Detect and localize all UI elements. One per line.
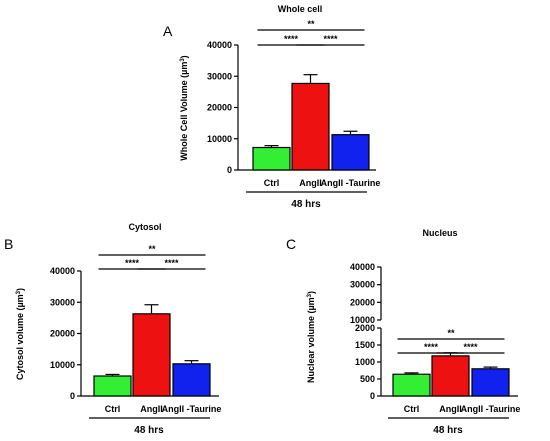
panel-b: B Cytosol Cytosol volume (µm3) 0 10000 200… — [4, 222, 221, 436]
y-axis-label-a-exp: 3 — [180, 58, 186, 62]
panel-a: A Whole cell Whole Cell Volume (µm3) 0 10… — [163, 4, 380, 210]
significance-c: **** ****** — [397, 328, 505, 354]
panel-letter-c: C — [286, 236, 296, 252]
y-tick-label: 20000 — [350, 297, 375, 307]
significance-a: **** ****** — [257, 19, 365, 46]
bar-ctrl — [93, 375, 132, 397]
bar-angii-taurine — [471, 368, 510, 397]
x-tick-label: AngII — [299, 178, 322, 188]
y-tick-label: 0 — [370, 391, 375, 401]
bar-ctrl — [252, 146, 291, 171]
bars-a — [252, 82, 370, 171]
x-tick-label: AngII -Taurine — [162, 404, 222, 414]
y-tick-label: 40000 — [50, 266, 75, 276]
y-axis-label-b-exp: 3 — [16, 290, 22, 294]
y-axis-label-b-close: ) — [15, 288, 25, 291]
y-tick-label: 0 — [227, 165, 232, 175]
bar-angii — [431, 355, 470, 397]
x-tick-label: AngII — [439, 404, 462, 414]
y-axis-label-b: Cytosol volume (µm3) — [15, 288, 25, 380]
error-bars-a — [264, 74, 358, 148]
y-tick-label: 30000 — [207, 71, 232, 81]
y-tick-label: 40000 — [207, 40, 232, 50]
significance-label: ** — [148, 244, 156, 254]
bar-angii — [132, 313, 171, 397]
y-axis-label-c-text: Nuclear volume (µm — [306, 297, 316, 383]
panel-letter-b: B — [4, 236, 13, 252]
chart-title-c: Nucleus — [422, 228, 457, 238]
y-tick-label: 0 — [70, 391, 75, 401]
significance-b: **** ****** — [98, 244, 206, 270]
significance-label: ** — [307, 19, 315, 29]
y-axis-label-c-exp: 3 — [307, 293, 313, 297]
y-tick-label: 40000 — [350, 262, 375, 272]
y-tick-label: 2000 — [355, 323, 375, 333]
significance-label: **** — [463, 342, 478, 352]
y-tick-label: 10000 — [50, 360, 75, 370]
y-tick-label: 1000 — [355, 357, 375, 367]
y-tick-label: 30000 — [350, 280, 375, 290]
y-ticks-a: 0 10000 20000 30000 40000 — [207, 40, 238, 175]
chart-title-a: Whole cell — [278, 4, 323, 14]
y-axis-label-a: Whole Cell Volume (µm3) — [179, 55, 189, 160]
y-tick-label: 500 — [360, 374, 375, 384]
x-tick-label: Ctrl — [404, 404, 420, 414]
y-ticks-b: 0 10000 20000 30000 40000 — [50, 266, 81, 401]
x-tick-label: AngII -Taurine — [461, 404, 521, 414]
bar-ctrl — [392, 373, 431, 397]
y-tick-label: 20000 — [207, 103, 232, 113]
group-label-a: 48 hrs — [291, 199, 321, 210]
y-axis-label-b-text: Cytosol volume (µm — [15, 294, 25, 380]
significance-label: **** — [125, 258, 140, 268]
y-tick-label: 10000 — [350, 315, 375, 325]
significance-label: **** — [164, 258, 179, 268]
bars-c — [392, 355, 510, 397]
bars-b — [93, 313, 211, 397]
y-tick-label: 1500 — [355, 340, 375, 350]
x-tick-label: AngII — [140, 404, 163, 414]
x-tick-label: AngII -Taurine — [321, 178, 381, 188]
significance-label: **** — [284, 34, 299, 44]
bar-angii — [291, 82, 330, 171]
bar-angii-taurine — [172, 363, 211, 397]
significance-label: **** — [323, 34, 338, 44]
group-label-c: 48 hrs — [433, 425, 463, 436]
group-label-b: 48 hrs — [134, 425, 164, 436]
significance-label: ** — [447, 328, 455, 338]
panel-letter-a: A — [163, 23, 173, 39]
y-axis-label-a-text: Whole Cell Volume (µm — [179, 62, 189, 161]
panel-c: C Nucleus Nuclear volume (µm3) 0 500 1000 1… — [286, 228, 520, 436]
y-tick-label: 10000 — [207, 134, 232, 144]
y-axis-label-a-close: ) — [179, 55, 189, 58]
chart-title-b: Cytosol — [128, 222, 161, 232]
bar-angii-taurine — [331, 134, 370, 171]
y-tick-label: 30000 — [50, 297, 75, 307]
x-tick-label: Ctrl — [264, 178, 280, 188]
y-axis-label-c: Nuclear volume (µm3) — [306, 291, 316, 383]
error-bars-b — [105, 304, 199, 376]
x-tick-label: Ctrl — [105, 404, 121, 414]
y-axis-label-c-close: ) — [306, 291, 316, 294]
significance-label: **** — [424, 342, 439, 352]
y-tick-label: 20000 — [50, 329, 75, 339]
